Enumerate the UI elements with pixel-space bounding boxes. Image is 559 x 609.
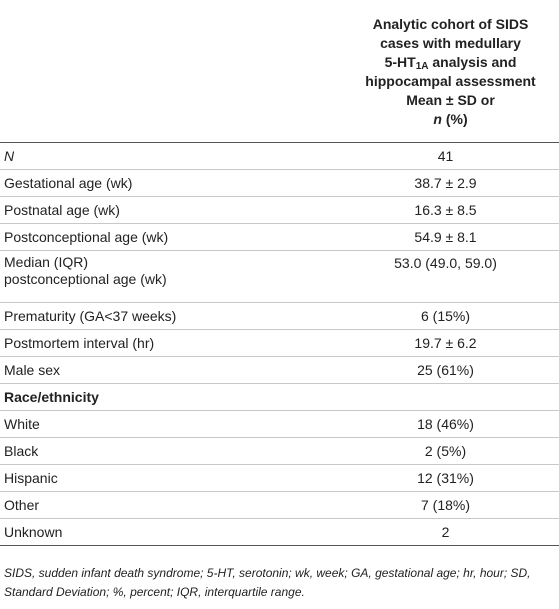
header-line-1: Analytic cohort of SIDS — [372, 16, 529, 32]
row-label: White — [0, 410, 342, 438]
table-footnote: SIDS, sudden infant death syndrome; 5-HT… — [4, 566, 531, 599]
row-value — [342, 383, 559, 411]
table-row: Median (IQR) postconceptional age (wk) 53… — [0, 250, 559, 303]
row-label: Black — [0, 437, 342, 465]
header-empty-cell — [0, 0, 342, 143]
section-header-row: Race/ethnicity — [0, 383, 559, 411]
table-row: Black 2 (5%) — [0, 437, 559, 465]
row-value: 6 (15%) — [342, 302, 559, 330]
row-label: Other — [0, 491, 342, 519]
row-label: Unknown — [0, 518, 342, 546]
row-label: Postmortem interval (hr) — [0, 329, 342, 357]
header-cohort-cell: Analytic cohort of SIDS cases with medul… — [342, 0, 559, 143]
header-line-4: hippocampal assessment — [365, 73, 536, 89]
header-line-2: cases with medullary — [380, 35, 521, 51]
row-value: 2 (5%) — [342, 437, 559, 465]
table-row: Postconceptional age (wk) 54.9 ± 8.1 — [0, 223, 559, 251]
table-row: Other 7 (18%) — [0, 491, 559, 519]
table-row: Gestational age (wk) 38.7 ± 2.9 — [0, 169, 559, 197]
row-label: Male sex — [0, 356, 342, 384]
row-value: 16.3 ± 8.5 — [342, 196, 559, 224]
row-value: 41 — [342, 142, 559, 170]
header-line-3: 5-HT1A analysis and — [384, 54, 517, 72]
row-value: 25 (61%) — [342, 356, 559, 384]
row-label: Postnatal age (wk) — [0, 196, 342, 224]
header-line-5: Mean ± SD or — [406, 92, 495, 108]
table-row: N 41 — [0, 142, 559, 170]
cohort-table: Analytic cohort of SIDS cases with medul… — [0, 0, 559, 546]
table-row: Postmortem interval (hr) 19.7 ± 6.2 — [0, 329, 559, 357]
table-row: Male sex 25 (61%) — [0, 356, 559, 384]
row-value: 7 (18%) — [342, 491, 559, 519]
row-label: Gestational age (wk) — [0, 169, 342, 197]
row-value: 19.7 ± 6.2 — [342, 329, 559, 357]
row-value: 2 — [342, 518, 559, 546]
table-row: Hispanic 12 (31%) — [0, 464, 559, 492]
header-row: Analytic cohort of SIDS cases with medul… — [0, 0, 559, 143]
row-label: N — [0, 142, 342, 170]
section-label: Race/ethnicity — [0, 383, 342, 411]
table-row: Unknown 2 — [0, 518, 559, 546]
row-value: 38.7 ± 2.9 — [342, 169, 559, 197]
row-label: Prematurity (GA<37 weeks) — [0, 302, 342, 330]
row-label: Hispanic — [0, 464, 342, 492]
row-value: 12 (31%) — [342, 464, 559, 492]
table-row: Prematurity (GA<37 weeks) 6 (15%) — [0, 302, 559, 330]
row-value: 18 (46%) — [342, 410, 559, 438]
row-value: 54.9 ± 8.1 — [342, 223, 559, 251]
row-label: Median (IQR) postconceptional age (wk) — [0, 250, 342, 303]
table-row: White 18 (46%) — [0, 410, 559, 438]
row-value: 53.0 (49.0, 59.0) — [342, 250, 559, 303]
table-row: Postnatal age (wk) 16.3 ± 8.5 — [0, 196, 559, 224]
header-line-6: n (%) — [433, 111, 468, 127]
row-label: Postconceptional age (wk) — [0, 223, 342, 251]
